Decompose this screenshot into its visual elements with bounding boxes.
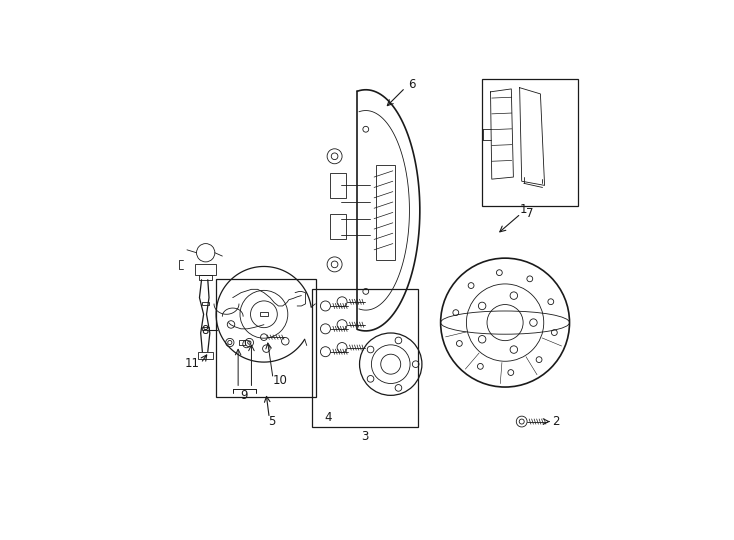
Bar <box>216 279 316 397</box>
Bar <box>203 327 209 330</box>
Bar <box>260 312 268 316</box>
Text: 11: 11 <box>185 357 200 370</box>
Text: 9: 9 <box>240 389 247 402</box>
Bar <box>377 165 395 260</box>
Bar <box>198 352 213 359</box>
Text: 8: 8 <box>201 323 208 336</box>
Bar <box>330 214 346 239</box>
Bar <box>203 302 209 305</box>
Text: 2: 2 <box>552 415 559 428</box>
Bar <box>200 275 212 280</box>
Bar <box>312 289 418 427</box>
Text: 3: 3 <box>361 430 368 443</box>
Text: 6: 6 <box>408 78 415 91</box>
Text: 1: 1 <box>520 203 528 216</box>
Bar <box>195 265 216 275</box>
Bar <box>330 173 346 198</box>
Bar <box>482 79 578 206</box>
Text: 7: 7 <box>526 207 534 220</box>
Text: 5: 5 <box>268 415 275 428</box>
Text: 10: 10 <box>272 374 287 387</box>
Bar <box>239 341 245 346</box>
Text: 4: 4 <box>324 411 332 424</box>
